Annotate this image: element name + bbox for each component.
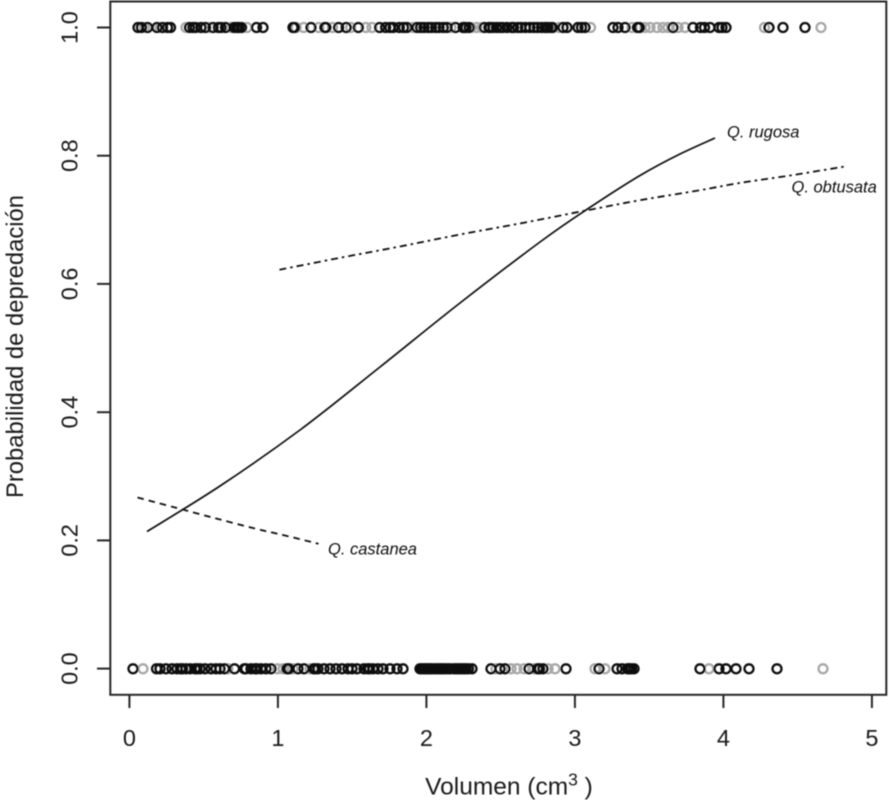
svg-text:5: 5 <box>865 725 878 751</box>
svg-text:1.0: 1.0 <box>57 11 83 44</box>
svg-text:2: 2 <box>420 725 433 751</box>
svg-text:Probabilidad de depredación: Probabilidad de depredación <box>2 195 29 498</box>
svg-text:0.2: 0.2 <box>57 524 83 557</box>
svg-text:4: 4 <box>717 725 730 751</box>
svg-text:0.0: 0.0 <box>57 652 83 685</box>
svg-text:Q. obtusata: Q. obtusata <box>792 179 877 197</box>
svg-text:0.8: 0.8 <box>57 139 83 172</box>
svg-text:3: 3 <box>568 725 581 751</box>
svg-text:0.4: 0.4 <box>57 396 83 429</box>
svg-text:Q. castanea: Q. castanea <box>328 541 417 559</box>
svg-text:0.6: 0.6 <box>57 268 83 301</box>
svg-text:0: 0 <box>123 725 136 751</box>
svg-text:Q. rugosa: Q. rugosa <box>727 124 799 142</box>
svg-text:Volumen (cm3 ): Volumen (cm3 ) <box>425 770 593 800</box>
svg-text:1: 1 <box>271 725 284 751</box>
